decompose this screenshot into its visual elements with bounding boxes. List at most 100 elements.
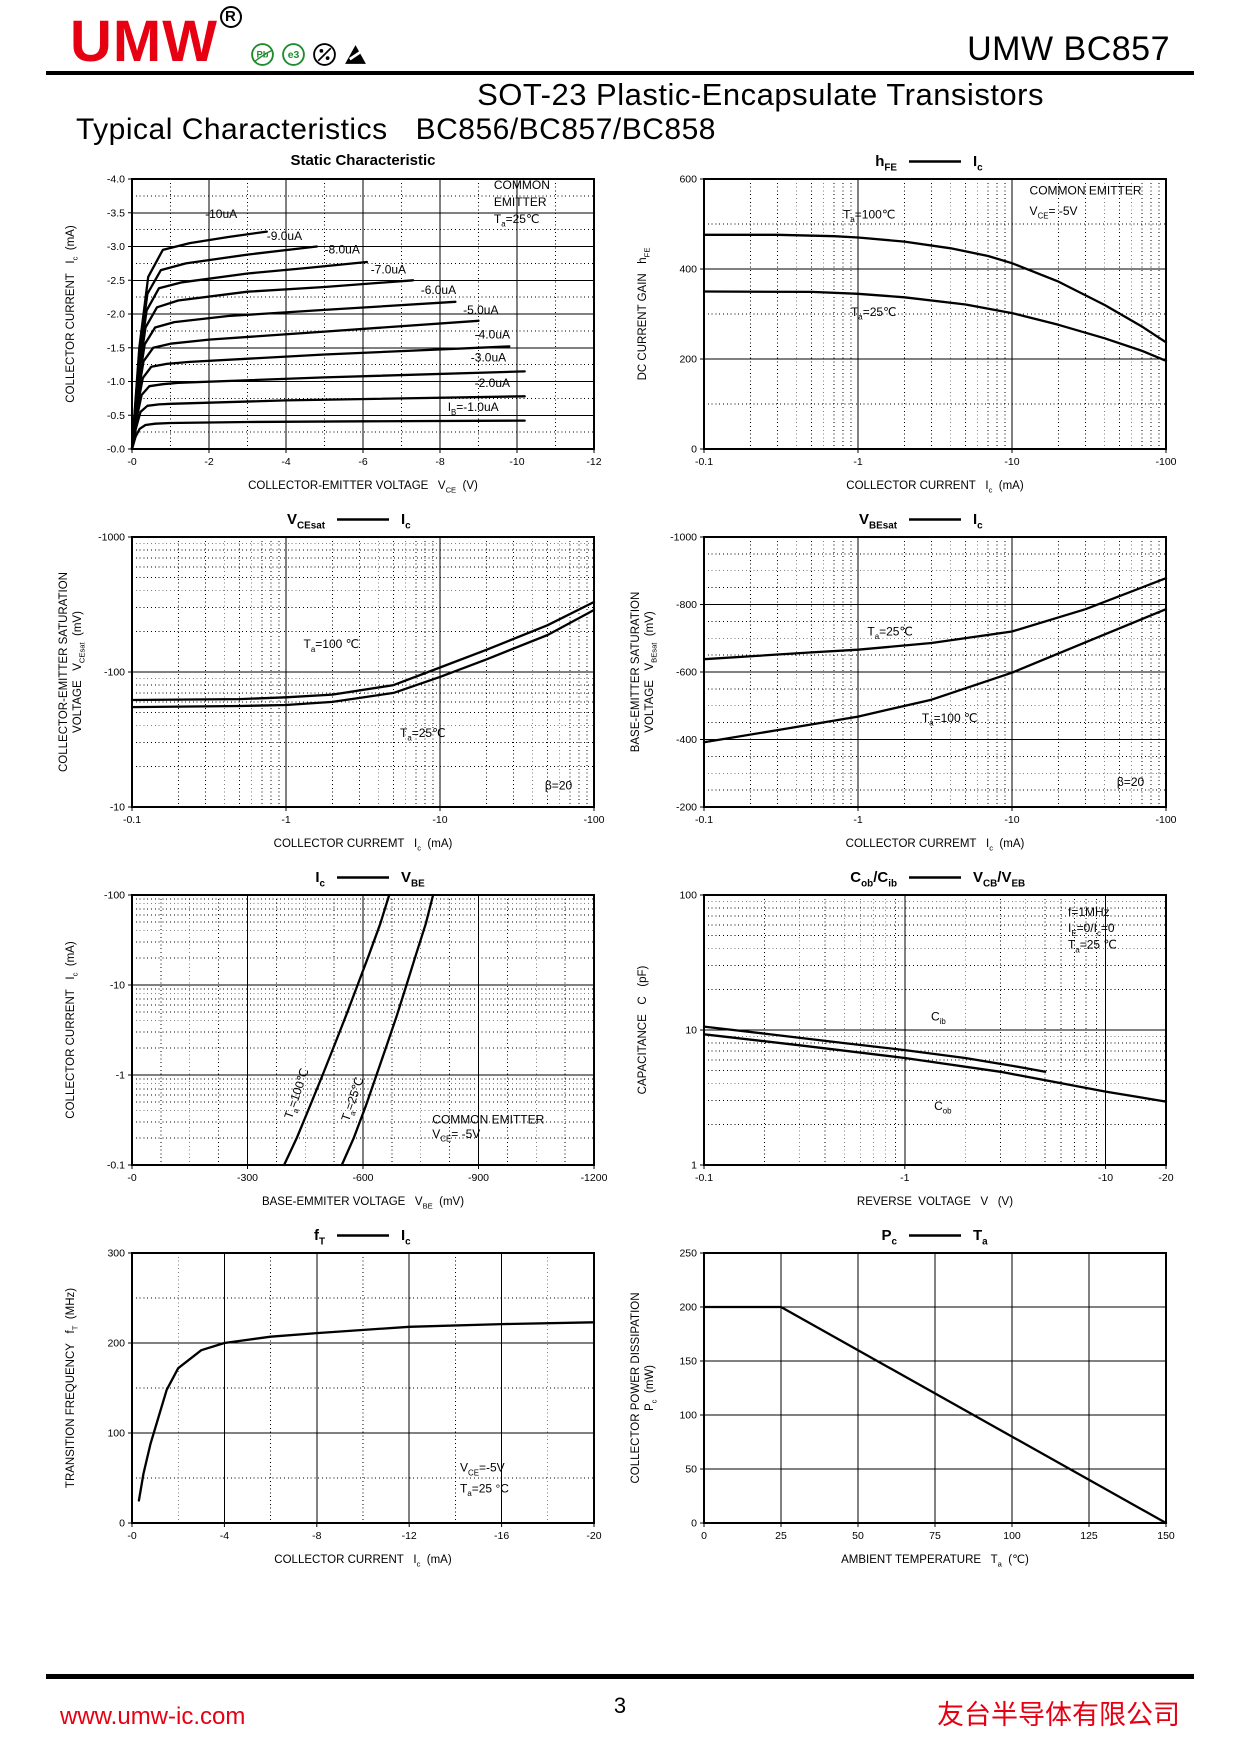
x-axis-label: COLLECTOR-EMITTER VOLTAGE VCE (V)	[248, 480, 478, 495]
parts-list: BC856/BC857/BC858	[415, 113, 716, 147]
tick-label-x: -0	[127, 1530, 136, 1542]
tick-label-y: -400	[676, 734, 697, 746]
series-label-IB=-5.0uA: -5.0uA	[463, 303, 498, 317]
grid	[132, 1253, 594, 1524]
tick-label-y: -100	[104, 890, 125, 902]
annotation-vbesat-vs-ic-0: Ta=25℃	[867, 625, 913, 642]
series-curve-Ta=25C	[702, 290, 1168, 363]
chart-title-left: Pc	[881, 1227, 897, 1248]
annotation-capacitance-vs-voltage-0: f=1MHz	[1068, 905, 1110, 919]
tick-label-x: -1200	[581, 1172, 608, 1184]
tick-label-x: 75	[929, 1530, 941, 1542]
tick-label-x: -6	[358, 456, 367, 468]
tick-label-x: -100	[1155, 456, 1176, 468]
series-label-IB=-7.0uA: -7.0uA	[371, 263, 406, 277]
tick-label-y: -800	[676, 599, 697, 611]
tick-label-y: -3.5	[107, 207, 125, 219]
tick-label-y: -600	[676, 667, 697, 679]
series-curve-Cob	[702, 1033, 1168, 1103]
tick-label-x: -8	[312, 1530, 321, 1542]
series-curve-Ta=25C	[702, 577, 1168, 661]
registered-mark-icon: R	[219, 6, 242, 28]
chart-title-left: VBEsat	[859, 511, 898, 532]
umw-logo-text: UMW	[70, 9, 218, 74]
series-group	[130, 230, 526, 451]
footer-website-link[interactable]: www.umw-ic.com	[60, 1703, 246, 1730]
section-title: Typical Characteristics	[76, 113, 388, 147]
tick-label-y: 150	[679, 1356, 697, 1368]
series-label-IB=-1.0uA: IB=-1.0uA	[448, 400, 499, 417]
y-axis-label: Pc (mW)	[644, 1365, 659, 1411]
tick-label-y: -200	[676, 802, 697, 814]
footer-company-name: 友台半导体有限公司	[937, 1700, 1180, 1730]
tick-label-x: -0	[127, 1172, 136, 1184]
chart-ic-vs-vbe: -0 -300 -600 -900 -1200 -0.1 -1 -10 -100 BASE-EMM…	[65, 869, 608, 1211]
chart-panel-ft-vs-ic: -0 -4 -8 -12 -16 -20 0 100 200 300 COLLECTOR CURRE…	[54, 1223, 614, 1575]
tick-label-x: -1	[281, 814, 290, 826]
halogen-free-icon	[313, 43, 336, 66]
series-label-Cob: Cob	[934, 1099, 952, 1116]
chart-heading: Static Characteristic	[290, 152, 435, 169]
e3-icon: e3	[282, 43, 305, 66]
tick-label-x: 100	[1003, 1530, 1021, 1542]
annotation-ic-vs-vbe-0: COMMON EMITTER	[432, 1112, 544, 1126]
chart-hfe-vs-ic: -0.1 -1 -10 -100 0 200 400 600 COLLECTOR CURRENT…	[637, 153, 1177, 495]
chart-panel-ic-vs-vbe: -0 -300 -600 -900 -1200 -0.1 -1 -10 -100 BASE-EMM…	[54, 865, 614, 1217]
tick-label-x: -4	[281, 456, 290, 468]
grid	[704, 537, 1166, 808]
tick-label-x: -8	[435, 456, 444, 468]
series-label-IB=-10uA: -10uA	[205, 207, 237, 221]
tick-label-x: -10	[1098, 1172, 1113, 1184]
series-label-Ta=25C: Ta=25℃	[338, 1075, 369, 1123]
series-label-IB=-6.0uA: -6.0uA	[421, 283, 456, 297]
series-curve-IB=-4.0uA	[130, 345, 511, 451]
series-group	[137, 1321, 596, 1502]
series-curve-IB=-2.0uA	[130, 395, 526, 451]
tick-label-x: -10	[509, 456, 524, 468]
header-rule	[46, 71, 1194, 76]
tick-label-y: -10	[110, 802, 125, 814]
tick-label-x: -900	[468, 1172, 489, 1184]
series-group	[282, 893, 435, 1167]
chart-vbesat-vs-ic: -0.1 -1 -10 -100 -200 -400 -600 -800 -1000 COLLEC…	[630, 511, 1177, 853]
tick-label-x: -20	[1158, 1172, 1173, 1184]
tick-label-x: -2	[204, 456, 213, 468]
header-logo-row: UMW R Pb e3	[46, 6, 1194, 71]
chart-panel-pc-vs-ta: 0 25 50 75 100 125 150 0 50 100 150 200 250 AMBIENT T…	[626, 1223, 1186, 1575]
tick-label-x: -1	[853, 456, 862, 468]
tick-label-x: -0.1	[695, 1172, 713, 1184]
x-axis-label: AMBIENT TEMPERATURE Ta (℃)	[841, 1554, 1029, 1569]
tick-label-y: 1	[691, 1160, 697, 1172]
annotation-hfe-vs-ic-1: VCE= -5V	[1030, 204, 1078, 221]
tick-label-x: -20	[586, 1530, 601, 1542]
tick-label-y: -0.0	[107, 444, 125, 456]
tick-label-y: -1.5	[107, 342, 125, 354]
annotation-hfe-vs-ic-0: COMMON EMITTER	[1030, 183, 1142, 197]
chart-title-left: fT	[314, 1227, 325, 1248]
tick-label-x: 125	[1080, 1530, 1098, 1542]
chart-pc-vs-ta: 0 25 50 75 100 125 150 0 50 100 150 200 250 AMBIENT T…	[630, 1227, 1175, 1569]
series-curve-Ta=100C	[702, 233, 1168, 344]
chart-title-left: VCEsat	[287, 511, 326, 532]
annotation-static-characteristic-2: Ta=25℃	[494, 212, 540, 229]
tick-label-y: -1000	[98, 532, 125, 544]
annotation-ft-vs-ic-0: VCE=-5V	[460, 1461, 505, 1478]
tick-label-y: 50	[685, 1464, 697, 1476]
tick-label-y: 0	[691, 444, 697, 456]
series-curve-Cib	[702, 1025, 1047, 1074]
series-label-IB=-4.0uA: -4.0uA	[475, 327, 510, 341]
tick-label-y: -4.0	[107, 174, 125, 186]
tick-label-x: 50	[852, 1530, 864, 1542]
tick-label-x: -12	[586, 456, 601, 468]
annotation-vcesat-vs-ic-0: Ta=100 ℃	[304, 637, 360, 654]
annotation-capacitance-vs-voltage-2: Ta=25 ℃	[1068, 938, 1117, 955]
series-curve-IB=-8.0uA	[130, 260, 369, 451]
annotation-static-characteristic-1: EMITTER	[494, 195, 547, 209]
tick-label-x: -10	[1004, 456, 1019, 468]
y-axis-label: COLLECTOR CURRENT Ic (mA)	[65, 941, 80, 1119]
tick-label-y: -2.5	[107, 275, 125, 287]
series-label-IB=-9.0uA: -9.0uA	[267, 229, 302, 243]
series-label-Cib: Cib	[931, 1009, 946, 1026]
chart-capacitance-vs-voltage: -0.1 -1 -10 -20 1 10 100 REVERSE VOLTAGE V (V) C…	[637, 869, 1174, 1208]
series-label-IB=-8.0uA: -8.0uA	[325, 242, 360, 256]
